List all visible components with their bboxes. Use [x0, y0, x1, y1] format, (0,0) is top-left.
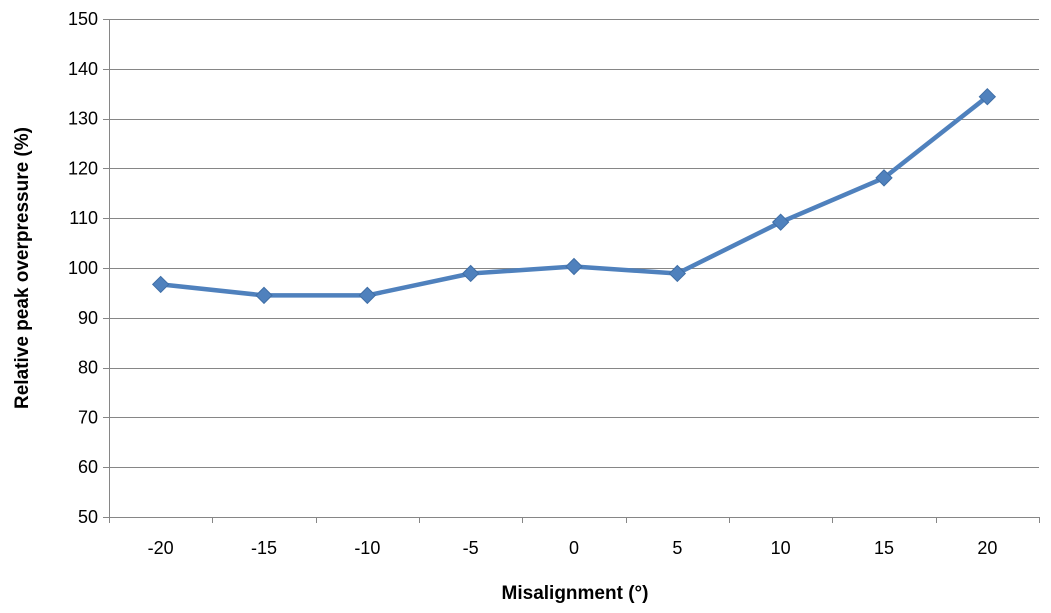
data-point-marker — [461, 264, 480, 283]
gridlines — [109, 19, 1039, 468]
data-point-marker — [978, 87, 997, 106]
y-tick-label: 70 — [78, 407, 98, 427]
x-tick-label: -20 — [148, 538, 174, 558]
y-tick-label: 140 — [68, 59, 98, 79]
x-tick-label: 5 — [672, 538, 682, 558]
x-tick-label: 20 — [977, 538, 997, 558]
y-tick-label: 100 — [68, 258, 98, 278]
x-tick-label: -5 — [463, 538, 479, 558]
data-point-marker — [565, 257, 583, 276]
x-tick-label: 15 — [874, 538, 894, 558]
data-point-marker — [771, 213, 790, 231]
axes — [103, 19, 1040, 523]
x-axis-tick-labels: -20 -15 -10 -5 0 5 10 15 20 — [148, 538, 998, 558]
y-axis-title: Relative peak overpressure (%) — [12, 127, 33, 409]
y-tick-label: 110 — [69, 208, 98, 228]
y-tick-label: 50 — [78, 507, 98, 527]
data-point-marker — [255, 286, 273, 305]
y-tick-label: 120 — [68, 158, 98, 178]
x-tick-label: -15 — [251, 538, 277, 558]
data-point-marker — [668, 264, 687, 283]
data-point-marker — [151, 275, 170, 294]
x-tick-label: 0 — [569, 538, 579, 558]
y-tick-label: 80 — [78, 358, 98, 378]
y-tick-label: 150 — [68, 9, 98, 29]
y-tick-label: 90 — [78, 308, 98, 328]
data-point-marker — [358, 286, 377, 305]
x-tick-label: -10 — [354, 538, 380, 558]
y-axis-tick-labels: 50 60 70 80 90 100 110 120 130 140 150 — [68, 9, 98, 527]
data-point-marker — [875, 169, 893, 187]
y-tick-label: 60 — [78, 457, 98, 477]
series-layer — [151, 87, 997, 305]
x-axis-title: Misalignment (°) — [502, 583, 649, 604]
x-tick-label: 10 — [771, 538, 791, 558]
y-tick-label: 130 — [68, 109, 98, 129]
